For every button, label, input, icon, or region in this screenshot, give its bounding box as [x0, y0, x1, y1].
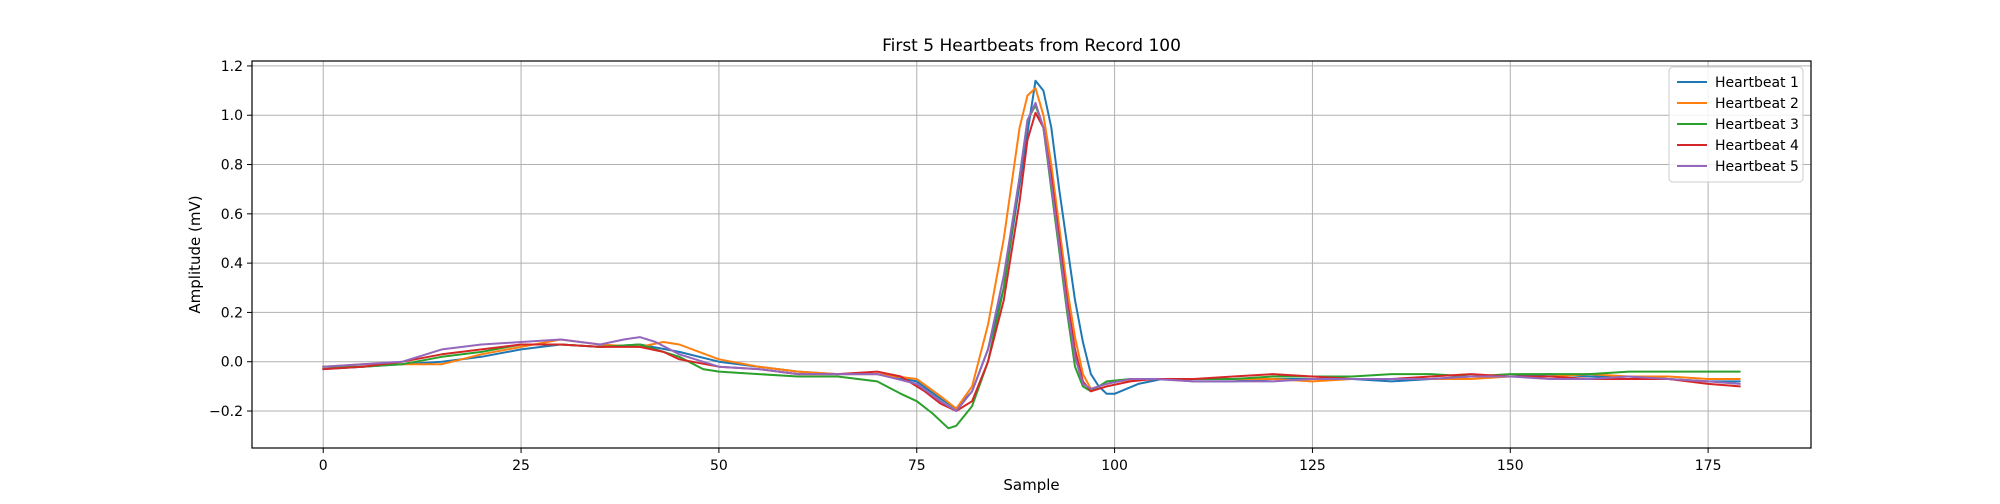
y-tick-label: 0.8 [221, 158, 243, 174]
y-tick-label: 0.4 [221, 256, 243, 272]
legend-label: Heartbeat 2 [1715, 96, 1799, 112]
y-axis-label: Amplitude (mV) [186, 195, 204, 313]
series-line-heartbeat-5 [322, 101, 1741, 412]
x-tick-label: 100 [1101, 458, 1128, 474]
y-tick-label: 0.2 [221, 305, 243, 321]
legend-label: Heartbeat 1 [1715, 75, 1799, 91]
x-tick-label: 50 [710, 458, 728, 474]
series-line-heartbeat-4 [322, 111, 1741, 412]
x-tick-label: 75 [908, 458, 926, 474]
legend-label: Heartbeat 3 [1715, 117, 1799, 133]
chart-title: First 5 Heartbeats from Record 100 [882, 36, 1181, 56]
x-tick-label: 150 [1497, 458, 1524, 474]
y-tick-label: 0.6 [221, 207, 243, 223]
legend: Heartbeat 1 Heartbeat 2 Heartbeat 3 Heartbe… [1668, 66, 1804, 183]
x-tick-label: 175 [1695, 458, 1722, 474]
legend-label: Heartbeat 4 [1715, 138, 1799, 154]
y-tick-label: 0.0 [221, 355, 243, 371]
y-tick-label: 1.0 [221, 108, 243, 124]
y-tick-label: 1.2 [221, 59, 243, 75]
plot-frame [251, 60, 1812, 449]
x-tick-label: 25 [512, 458, 530, 474]
x-axis-label: Sample [1003, 476, 1059, 494]
y-tick-label: −0.2 [209, 404, 243, 420]
legend-box [1668, 66, 1804, 183]
x-tick-label: 125 [1299, 458, 1326, 474]
legend-label: Heartbeat 5 [1715, 159, 1799, 175]
x-tick-label: 0 [319, 458, 328, 474]
